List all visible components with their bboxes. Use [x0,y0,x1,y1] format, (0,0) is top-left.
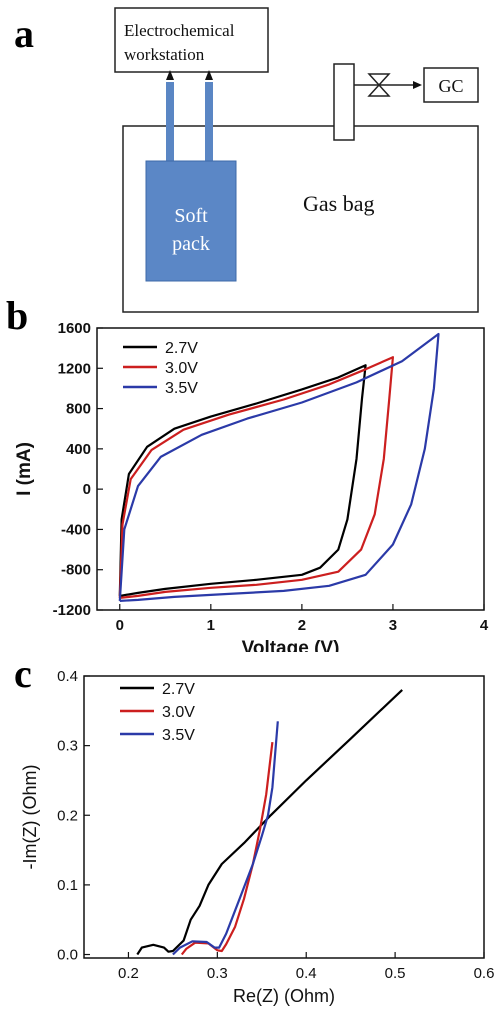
legend-label: 3.5V [162,727,195,744]
arrow-up-left-icon [166,70,174,80]
legend-label: 2.7V [162,681,195,698]
soft-pack [145,160,237,282]
workstation-label-line2: workstation [124,45,205,64]
y-axis-label: -Im(Z) (Ohm) [20,765,40,870]
arrow-up-right-icon [205,70,213,80]
legend-label: 3.0V [162,704,195,721]
y-tick-label: -400 [61,521,91,538]
x-tick-label: 0.3 [207,965,228,982]
series-line-3_0V [118,356,394,599]
panel-c-letter: c [14,651,32,696]
legend-label: 2.7V [165,340,198,357]
y-tick-label: 0.4 [57,668,78,685]
arrow-right-icon [413,81,422,89]
y-tick-label: 0 [83,481,91,498]
y-tick-label: 800 [66,401,91,418]
workstation-label-line1: Electrochemical [124,21,235,40]
legend-label: 3.5V [165,380,198,397]
x-tick-label: 1 [207,617,215,634]
x-tick-label: 3 [389,617,397,634]
gc-box [423,67,479,103]
y-tick-label: 0.3 [57,738,78,755]
eis-chart: 0.2 0.3 0.4 0.5 0.6 0.0 0.1 0.2 0.3 0.4 Re(Z) (Ohm… [20,668,495,1006]
y-tick-label: 1200 [58,360,91,377]
y-tick-label: -800 [61,562,91,579]
panel-a-diagram: Electrochemical workstation Soft pack Ga… [114,7,479,313]
y-tick-label: 400 [66,441,91,458]
x-tick-label: 0.2 [118,965,139,982]
plot-frame [96,327,485,611]
gas-bag-label: Gas bag [303,191,374,216]
x-axis-label: Voltage (V) [242,638,340,652]
lead-left [166,82,174,162]
y-tick-label: -1200 [53,602,91,619]
lead-right [205,82,213,162]
series-line-2_7V [118,364,367,597]
gas-port [333,63,355,141]
series-line-2_7V [136,689,403,956]
series-line-3_0V [180,741,274,956]
y-tick-label: 0.1 [57,877,78,894]
x-tick-label: 0.4 [296,965,317,982]
y-tick-label: 0.2 [57,807,78,824]
x-tick-label: 2 [298,617,306,634]
gc-label: GC [438,76,463,96]
y-tick-label: 0.0 [57,947,78,964]
x-tick-label: 0.6 [474,965,495,982]
soft-pack-line1: Soft [174,205,208,227]
workstation-box [114,7,269,73]
x-axis-label: Re(Z) (Ohm) [233,986,335,1006]
panel-a-letter: a [14,11,34,56]
legend-label: 3.0V [165,360,198,377]
cv-chart: 0 1 2 3 4 -1200 -800 -400 0 400 800 1200 1600 Voltage… [14,320,489,652]
x-tick-label: 4 [480,617,489,634]
y-tick-label: 1600 [58,320,91,337]
series-line-3_5V [172,721,279,956]
soft-pack-line2: pack [172,233,210,255]
gas-bag-box [122,125,479,313]
series-line-3_5V [118,332,440,602]
panel-b-letter: b [6,293,29,338]
valve-icon [367,73,391,97]
x-tick-label: 0.5 [385,965,406,982]
plot-frame [83,675,485,959]
y-axis-label: I (mA) [14,442,35,496]
x-tick-label: 0 [116,617,124,634]
